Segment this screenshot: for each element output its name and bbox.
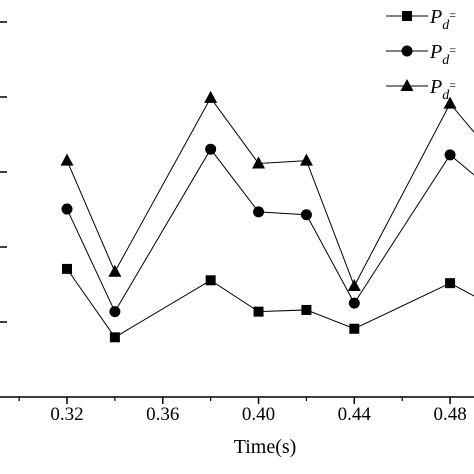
series-square — [62, 263, 474, 343]
circle-marker — [300, 209, 312, 221]
legend-item-circle: Pd= — [386, 41, 456, 68]
circle-marker — [348, 297, 360, 309]
square-marker — [253, 306, 264, 317]
square-marker — [62, 263, 72, 274]
triangle-marker — [443, 96, 457, 109]
circle-marker — [205, 143, 217, 155]
circle-marker — [444, 149, 456, 161]
axes: 0.32 0.36 0.40 0.44 0.48 — [0, 21, 474, 425]
x-tick-label: 0.44 — [338, 404, 372, 425]
triangle-marker — [400, 79, 414, 91]
series-line — [66, 96, 474, 288]
x-tick-label: 0.40 — [242, 404, 275, 425]
legend: Pd= Pd= Pd= — [386, 6, 456, 103]
legend-label: Pd= — [429, 41, 456, 68]
series-group — [60, 90, 474, 343]
square-marker — [301, 304, 312, 315]
x-tick-label: 0.32 — [50, 404, 83, 425]
legend-label: Pd= — [429, 76, 456, 103]
triangle-marker — [108, 264, 122, 277]
circle-marker — [109, 306, 121, 318]
series-triangle — [60, 90, 474, 291]
x-axis-label: Time(s) — [234, 436, 297, 458]
square-marker — [109, 332, 120, 343]
legend-item-triangle: Pd= — [386, 76, 456, 103]
x-tick-label: 0.36 — [146, 404, 179, 425]
square-marker — [445, 278, 456, 289]
triangle-marker — [60, 153, 74, 166]
square-marker — [402, 11, 412, 21]
triangle-marker — [347, 279, 361, 291]
series-line — [66, 268, 474, 338]
circle-marker — [253, 206, 265, 218]
triangle-marker — [252, 156, 266, 169]
square-marker — [349, 323, 360, 334]
legend-label: Pd= — [429, 6, 456, 33]
series-line — [66, 148, 474, 313]
circle-marker — [401, 45, 413, 57]
circle-marker — [61, 203, 73, 215]
triangle-marker — [299, 153, 313, 166]
legend-item-square: Pd= — [386, 6, 456, 33]
square-marker — [205, 275, 216, 286]
triangle-marker — [204, 90, 218, 103]
series-circle — [61, 143, 474, 318]
x-tick-label: 0.48 — [433, 404, 466, 425]
